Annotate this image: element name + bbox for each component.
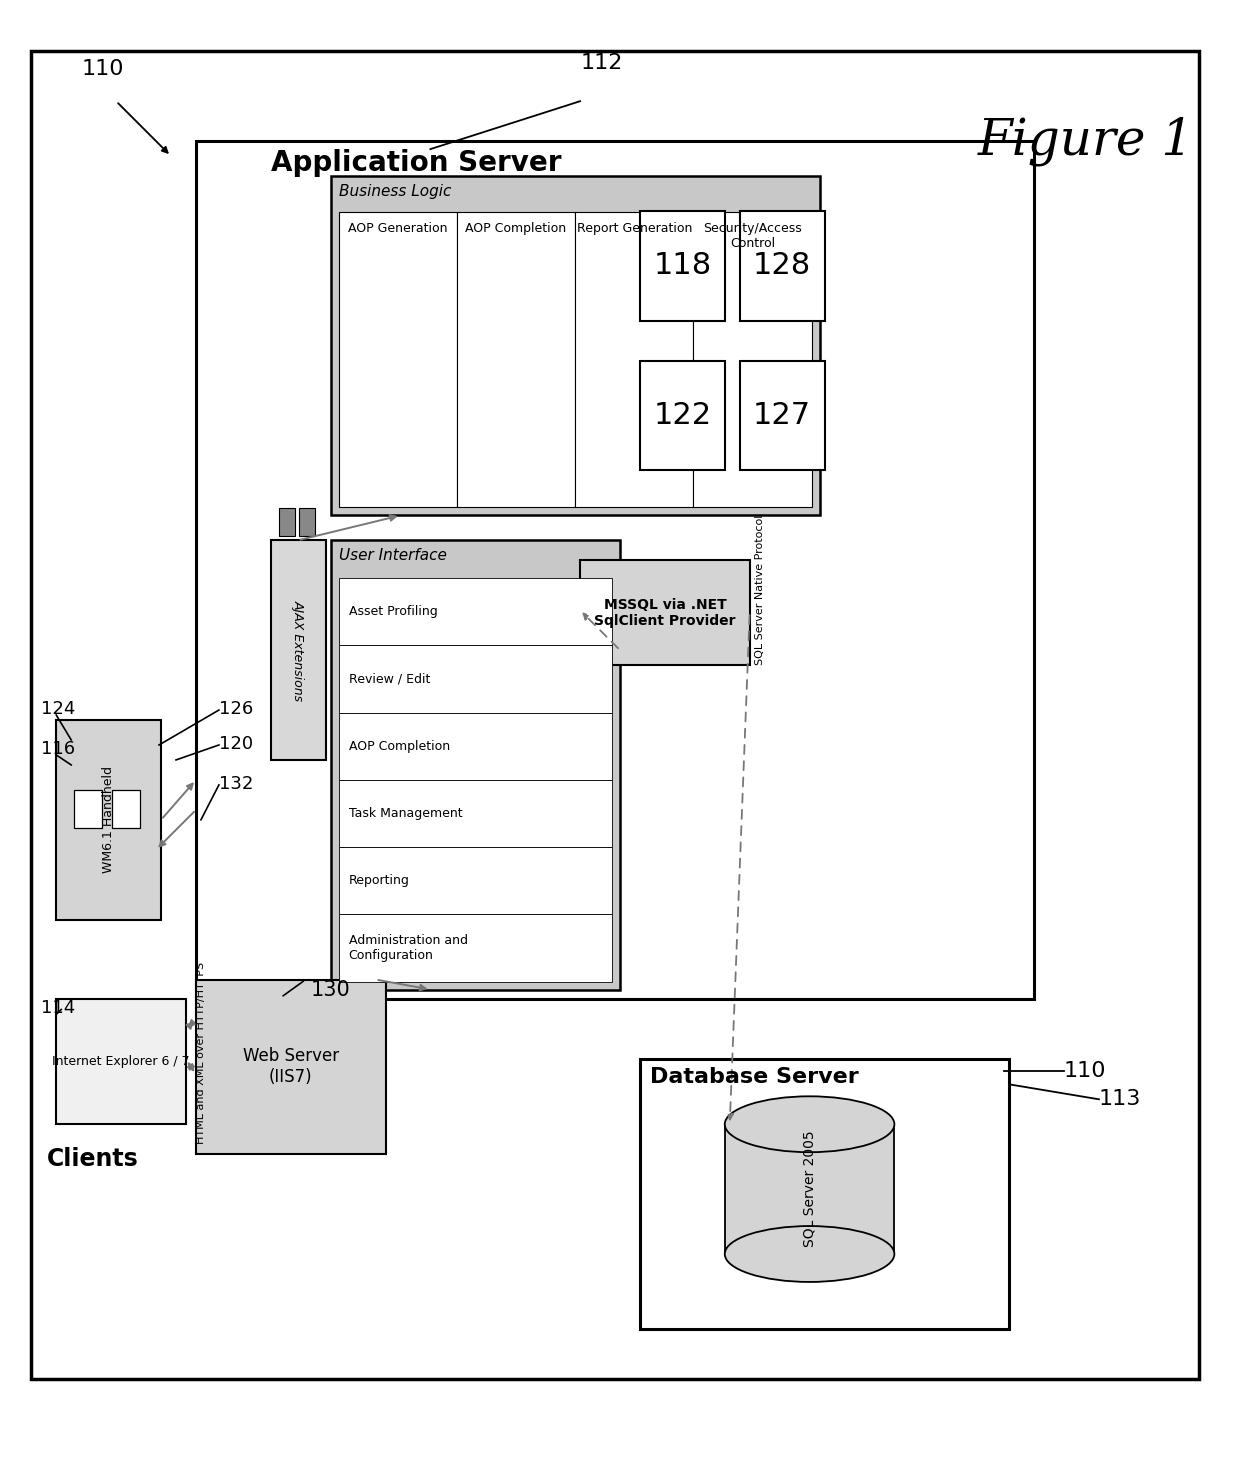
Text: 110: 110	[1064, 1061, 1106, 1082]
Text: 114: 114	[41, 1000, 76, 1018]
Bar	[196, 142, 1034, 1000]
Bar	[575, 212, 693, 507]
Bar	[112, 789, 140, 827]
Text: Review / Edit: Review / Edit	[348, 673, 430, 686]
Text: Security/Access
Control: Security/Access Control	[703, 222, 802, 250]
Bar	[724, 1124, 894, 1254]
Bar	[270, 541, 326, 760]
Text: MSSQL via .NET
SqlClient Provider: MSSQL via .NET SqlClient Provider	[594, 598, 735, 627]
Text: 132: 132	[219, 775, 253, 792]
Text: Reporting: Reporting	[348, 874, 409, 887]
Text: 128: 128	[753, 251, 811, 281]
Text: Asset Profiling: Asset Profiling	[348, 605, 438, 618]
Text: 113: 113	[1099, 1089, 1141, 1110]
Text: 130: 130	[311, 980, 351, 1000]
Bar	[339, 212, 456, 507]
Bar	[640, 211, 724, 320]
Text: SQL Server 2005: SQL Server 2005	[802, 1130, 817, 1247]
Bar	[339, 779, 613, 846]
Bar	[740, 211, 825, 320]
Text: Administration and
Configuration: Administration and Configuration	[348, 934, 467, 962]
Bar	[56, 1000, 186, 1124]
Bar	[331, 175, 820, 516]
Text: WM6.1 Handheld: WM6.1 Handheld	[102, 766, 115, 873]
Text: Web Server
(IIS7): Web Server (IIS7)	[243, 1047, 339, 1086]
Bar	[339, 646, 613, 712]
Bar	[56, 719, 161, 920]
Text: 124: 124	[41, 700, 76, 718]
Bar	[74, 789, 102, 827]
Bar	[740, 361, 825, 471]
Text: Business Logic: Business Logic	[339, 184, 451, 199]
Bar	[299, 509, 315, 537]
Bar	[279, 509, 295, 537]
Bar	[580, 560, 750, 665]
Text: HTML and XML over HTTP/HTTPS: HTML and XML over HTTP/HTTPS	[196, 962, 206, 1145]
Ellipse shape	[724, 1227, 894, 1282]
Text: Internet Explorer 6 / 7: Internet Explorer 6 / 7	[52, 1056, 190, 1069]
Bar	[339, 579, 613, 646]
Text: 120: 120	[219, 735, 253, 753]
Bar	[640, 361, 724, 471]
Text: AJAX Extensions: AJAX Extensions	[291, 599, 305, 700]
Text: SQL Server Native Protocol: SQL Server Native Protocol	[755, 515, 765, 665]
Text: Application Server: Application Server	[270, 149, 562, 177]
Bar	[339, 914, 613, 981]
Text: AOP Completion: AOP Completion	[465, 222, 567, 235]
Text: Task Management: Task Management	[348, 807, 463, 820]
Text: Figure 1: Figure 1	[977, 115, 1194, 165]
Bar	[693, 212, 811, 507]
Text: 116: 116	[41, 740, 76, 757]
Text: User Interface: User Interface	[339, 548, 446, 563]
Text: Report Generation: Report Generation	[577, 222, 692, 235]
Text: 127: 127	[753, 401, 811, 430]
Text: 110: 110	[81, 60, 124, 79]
Ellipse shape	[724, 1096, 894, 1152]
Text: AOP Completion: AOP Completion	[348, 740, 450, 753]
Bar	[196, 980, 386, 1154]
Text: 118: 118	[653, 251, 712, 281]
Bar	[456, 212, 575, 507]
Text: Clients: Clients	[47, 1148, 139, 1171]
Bar	[339, 846, 613, 914]
Text: AOP Generation: AOP Generation	[348, 222, 448, 235]
Text: 126: 126	[219, 700, 253, 718]
Bar	[339, 712, 613, 779]
Bar	[640, 1060, 1009, 1329]
Bar	[331, 541, 620, 990]
Text: Database Server: Database Server	[650, 1067, 858, 1088]
Text: 122: 122	[653, 401, 712, 430]
Text: 112: 112	[580, 53, 622, 73]
